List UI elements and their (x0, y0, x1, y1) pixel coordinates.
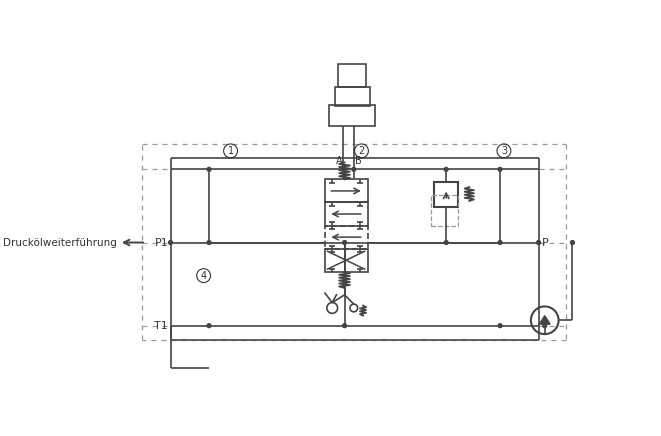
Circle shape (341, 167, 345, 171)
Text: A: A (336, 156, 342, 166)
Circle shape (498, 167, 502, 171)
Circle shape (498, 324, 502, 327)
Bar (431, 195, 459, 225)
Circle shape (169, 241, 173, 245)
Circle shape (352, 167, 356, 171)
Circle shape (543, 324, 547, 327)
Text: B: B (354, 156, 362, 166)
Circle shape (498, 241, 502, 245)
Circle shape (207, 241, 211, 245)
Text: P1: P1 (155, 238, 168, 248)
Text: Druckölweiterführung: Druckölweiterführung (3, 238, 116, 248)
Bar (325, 179, 368, 202)
Text: 3: 3 (501, 146, 507, 156)
Text: 2: 2 (358, 146, 365, 156)
Bar (325, 249, 368, 272)
Circle shape (207, 167, 211, 171)
Circle shape (342, 241, 346, 245)
Text: P: P (541, 238, 549, 248)
Text: 4: 4 (200, 271, 207, 281)
Circle shape (342, 324, 346, 327)
Circle shape (207, 324, 211, 327)
Bar (434, 182, 459, 207)
Bar (325, 202, 368, 225)
Polygon shape (539, 316, 550, 324)
Bar (338, 64, 366, 87)
Circle shape (570, 241, 574, 245)
Bar (325, 225, 368, 249)
Circle shape (537, 241, 541, 245)
Text: T1: T1 (155, 320, 168, 330)
Bar (329, 105, 375, 126)
Circle shape (444, 167, 448, 171)
Bar (334, 87, 370, 106)
Circle shape (444, 241, 448, 245)
Text: 1: 1 (227, 146, 233, 156)
